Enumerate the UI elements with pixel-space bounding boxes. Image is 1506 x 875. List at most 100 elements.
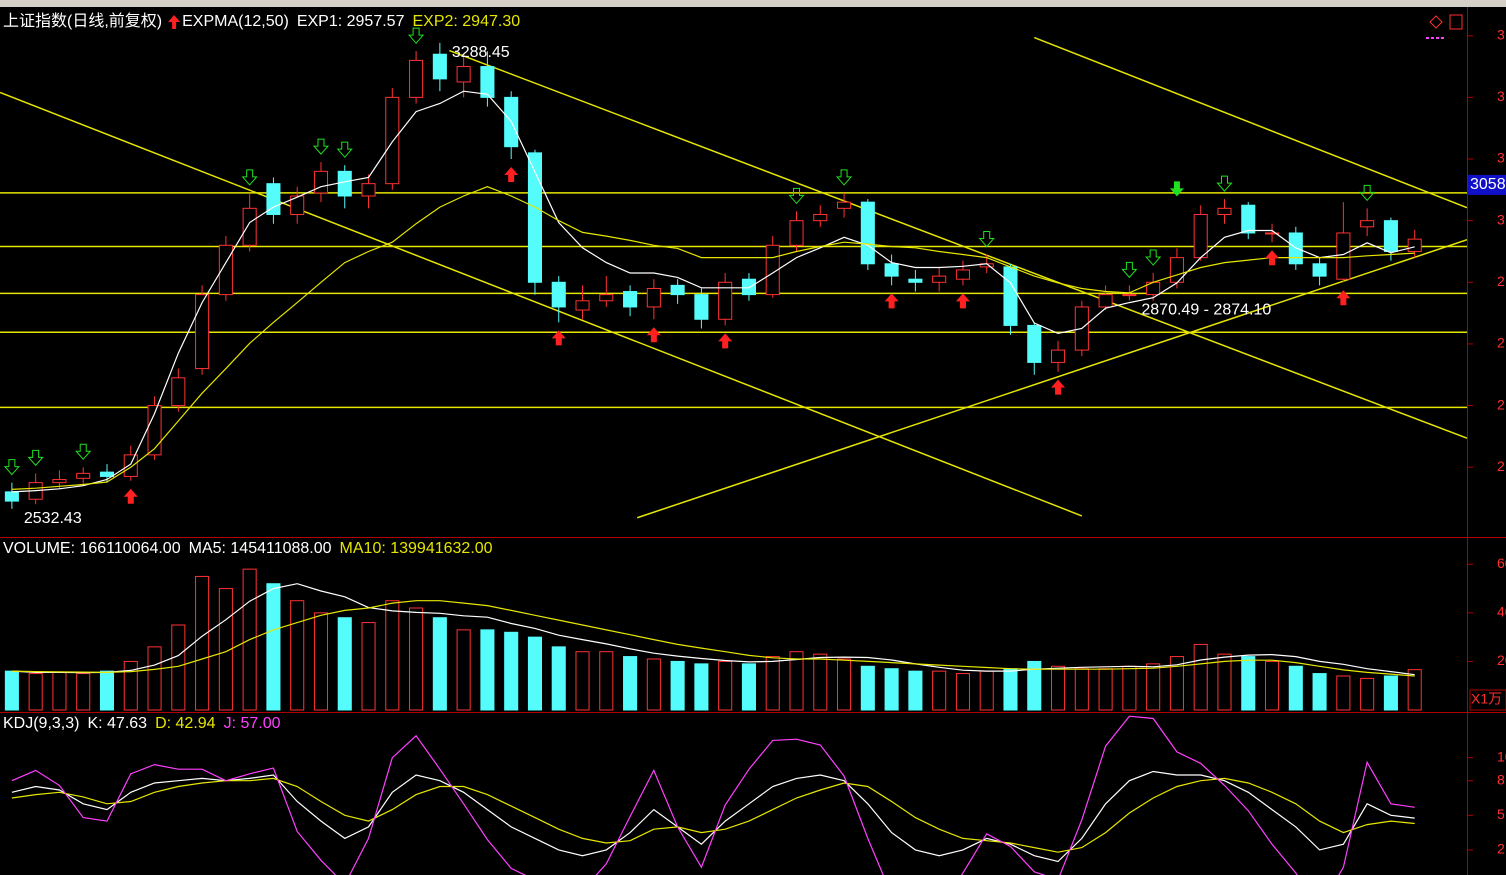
y-tick-label: 5 — [1497, 806, 1505, 822]
candle-body — [1003, 266, 1018, 326]
series-line — [11, 186, 1415, 490]
candle-body — [1098, 294, 1113, 308]
candle-body — [290, 195, 305, 215]
candle-body — [147, 405, 162, 456]
sell-signal — [241, 169, 258, 186]
sell-signal — [978, 231, 995, 248]
candle-body — [1383, 220, 1398, 252]
y-tick-label: 20 — [1497, 652, 1506, 668]
candle-body — [1407, 238, 1422, 252]
volume-bar — [884, 668, 899, 711]
candle-body — [860, 201, 875, 265]
candle-body — [1312, 263, 1327, 277]
sell-signal — [407, 27, 425, 44]
tool-icon[interactable] — [1429, 15, 1443, 29]
volume-bar — [1288, 665, 1303, 711]
candle-body — [813, 213, 828, 222]
top-bar — [0, 0, 1506, 7]
unit-label: X1万 — [1471, 691, 1502, 707]
candle-body — [76, 472, 91, 479]
candle-body — [646, 287, 661, 308]
volume-bar — [646, 658, 661, 711]
buy-signal — [1336, 290, 1351, 306]
annotation: 3288.45 — [452, 44, 510, 61]
last-price-label: 3058 — [1470, 176, 1506, 193]
legend-entry: J: 57.00 — [224, 715, 281, 732]
annotation: 2532.43 — [24, 510, 82, 527]
candle-body — [99, 471, 115, 477]
y-tick-label: 3 — [1497, 211, 1505, 227]
candle-body — [1360, 220, 1375, 228]
candle-body — [4, 491, 19, 502]
buy-signal — [718, 333, 733, 349]
buy-signal — [1051, 379, 1066, 395]
candle-body — [1217, 207, 1232, 215]
candle-body — [599, 294, 614, 302]
volume-bar — [741, 663, 756, 711]
volume-bar — [1169, 656, 1184, 711]
legend-entry: MA10: 139941632.00 — [340, 540, 493, 557]
pane — [11, 715, 1415, 875]
y-tick-label: 2 — [1497, 458, 1505, 474]
candle-body — [1264, 232, 1280, 235]
buy-signal — [504, 167, 519, 183]
series-line — [11, 600, 1415, 677]
candle-body — [1336, 232, 1351, 280]
volume-bar — [575, 651, 590, 711]
candle-body — [1122, 294, 1137, 297]
sell-signal — [1216, 175, 1233, 192]
legend-entry: EXP2: 2947.30 — [412, 13, 520, 30]
tool-icon[interactable] — [1449, 14, 1463, 30]
candle-body — [884, 263, 899, 277]
volume-bar — [313, 612, 329, 711]
volume-bar — [195, 575, 210, 711]
annotation: 2870.49 - 2874.10 — [1141, 302, 1271, 319]
candle-body — [313, 170, 329, 194]
candle-body — [718, 281, 733, 320]
y-tick-label: 40 — [1497, 604, 1506, 620]
series-line — [11, 715, 1415, 875]
sell-signal — [1359, 184, 1376, 202]
volume-bar — [837, 658, 852, 711]
volume-bar — [266, 583, 281, 711]
sell-signal — [1121, 261, 1138, 279]
legend-entry: K: 47.63 — [87, 715, 147, 732]
candle-body — [932, 275, 947, 283]
sell-signal — [1145, 249, 1162, 266]
volume-bar — [955, 673, 970, 711]
sell-signal — [336, 141, 353, 158]
candle-body — [694, 294, 709, 320]
candle-body — [242, 207, 257, 246]
y-tick-label: 3 — [1497, 26, 1505, 42]
candle-body — [741, 278, 756, 296]
volume-bar — [409, 607, 424, 711]
volume-bar — [480, 629, 495, 711]
volume-bar — [1264, 660, 1280, 711]
pane — [4, 568, 1422, 711]
candle-body — [837, 201, 852, 209]
candle-body — [409, 59, 424, 98]
volume-bar — [1217, 653, 1232, 711]
volume-bar — [218, 588, 233, 711]
candle-body — [171, 377, 186, 407]
buy-signal — [955, 293, 970, 309]
unit-box — [1469, 689, 1506, 711]
volume-bar — [932, 670, 947, 711]
series-line — [11, 90, 1415, 493]
volume-bar — [1193, 643, 1208, 711]
pane-title: KDJ(9,3,3) — [3, 715, 79, 732]
y-tick-label: 2 — [1497, 396, 1505, 412]
volume-bar — [1003, 668, 1018, 711]
legend-entry: VOLUME: 166110064.00 — [3, 540, 181, 557]
volume-bar — [361, 622, 376, 711]
volume-bar — [385, 600, 400, 711]
legend-entry: EXP1: 2957.57 — [297, 13, 405, 30]
buy-signal — [646, 327, 661, 343]
volume-bar — [694, 663, 709, 711]
volume-bar — [504, 631, 519, 711]
candle-body — [432, 53, 447, 80]
candle-body — [361, 183, 376, 197]
candle-body — [527, 152, 543, 283]
